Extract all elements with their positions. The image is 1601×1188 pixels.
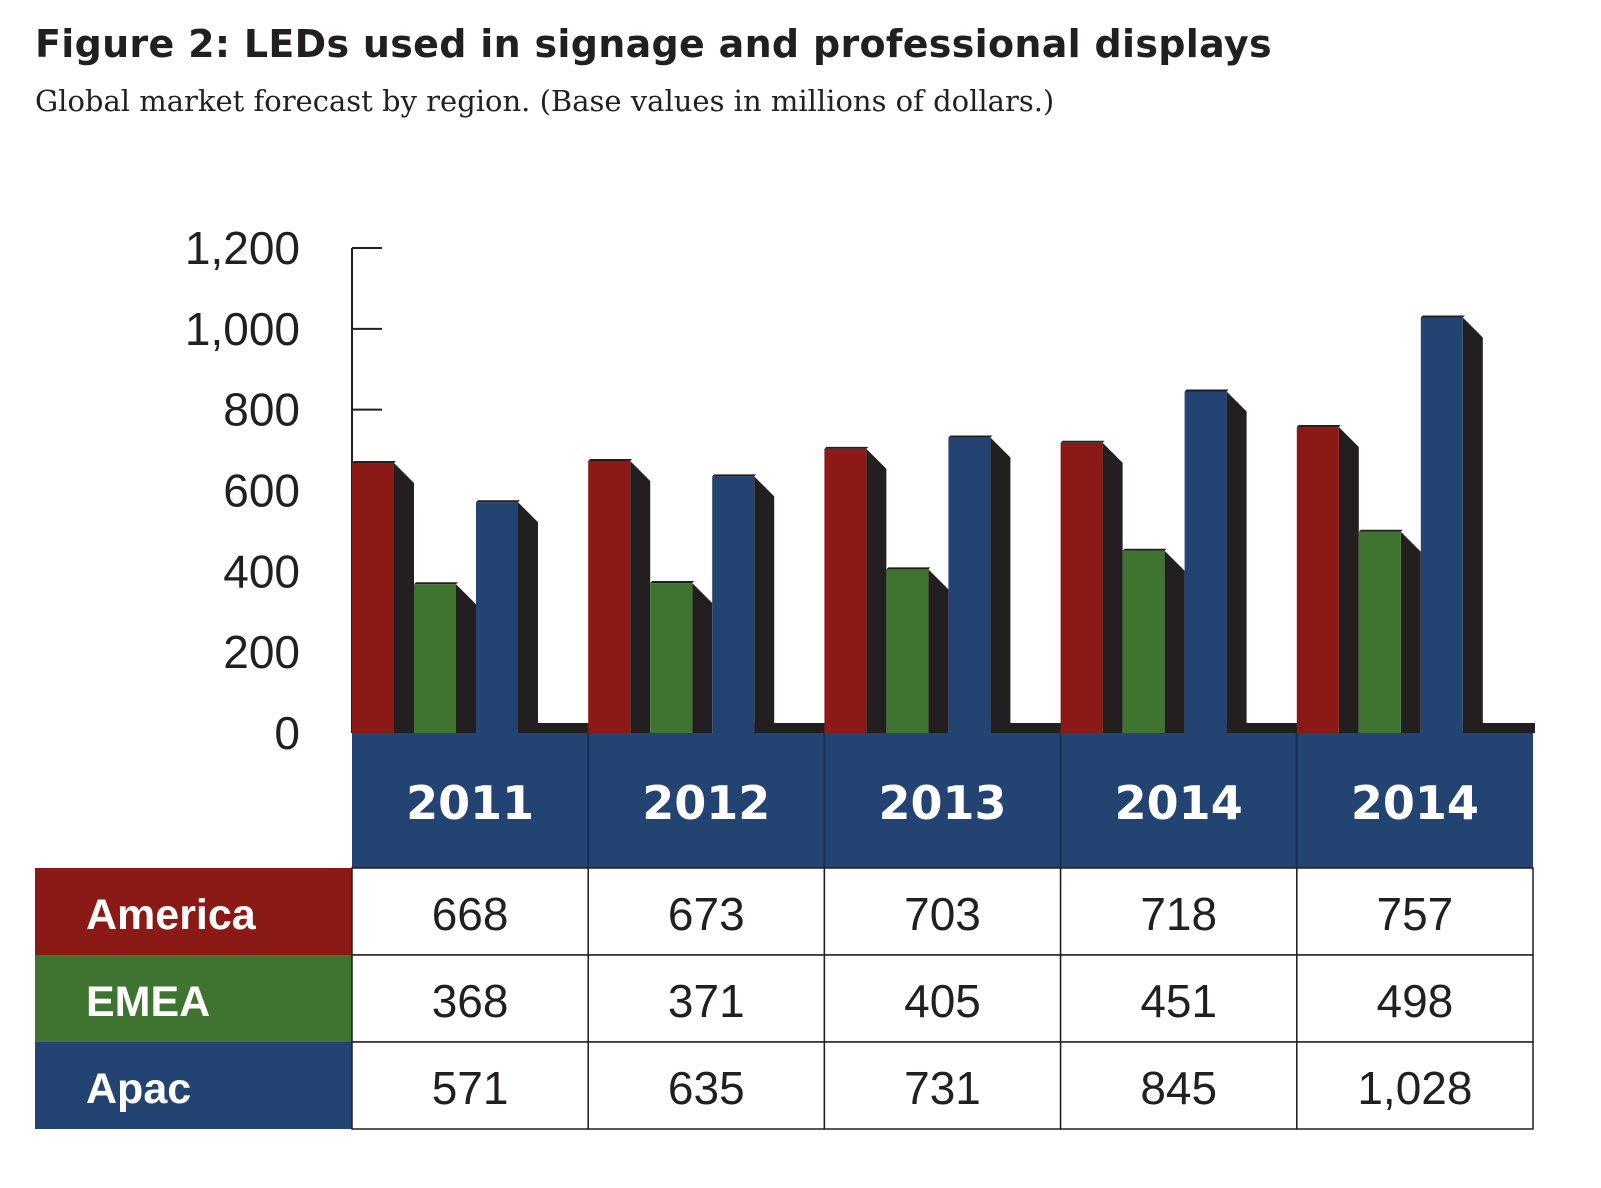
year-label: 2014 [1115,776,1243,830]
data-table: 2011 2012 2013 2014 2014 America 668 673 703 718 7… [35,733,1534,1130]
bar-apac-2014 [1420,315,1483,733]
cell-value: 845 [1140,1062,1217,1114]
chart-subtitle: Global market forecast by region. (Base … [35,84,1055,118]
table-cell [587,954,826,1043]
table-cell [587,867,826,956]
table-cell [1059,1041,1298,1130]
row-label-cell [35,868,352,955]
bar-emea-2011 [414,582,476,733]
row-label-cell [35,955,352,1042]
floor-shadow [990,723,1063,733]
cell-value: 405 [904,975,981,1027]
bar-emea-2012 [650,581,713,733]
bar-america-2012 [588,458,651,733]
bar-america-2014 [1296,425,1359,733]
bar-apac-2012 [712,474,775,733]
table-cell [351,867,589,956]
y-axis: 0 200 400 600 800 1,000 1,200 [185,222,382,759]
bars [352,315,1535,733]
y-tick-label: 1,000 [185,303,300,355]
table-cell [1059,867,1298,956]
row-label: America [86,891,257,939]
cell-value: 668 [432,888,509,940]
cell-value: 571 [432,1062,509,1114]
bar-america-2014 [1060,440,1123,733]
cell-value: 703 [904,888,981,940]
bar-apac-2011 [476,500,538,733]
table-cell [1296,867,1534,956]
floor-shadow [1462,723,1535,733]
table-cell [823,1041,1062,1130]
cell-value: 498 [1377,975,1454,1027]
bar-emea-2014 [1122,548,1185,733]
cell-value: 673 [668,888,745,940]
table-cell [587,1041,826,1130]
cell-value: 718 [1140,888,1217,940]
cell-value: 1,028 [1357,1062,1472,1114]
y-tick-label: 0 [274,707,300,759]
year-label: 2014 [1351,776,1479,830]
bar-emea-2013 [886,567,949,733]
floor-shadow [1226,723,1299,733]
y-tick-label: 1,200 [185,222,300,274]
year-label: 2012 [642,776,770,830]
row-label-cell [35,1042,352,1129]
floor-shadow [754,723,827,733]
row-label: Apac [86,1065,191,1113]
cell-value: 757 [1377,888,1454,940]
bar-america-2011 [352,461,414,733]
chart-title: Figure 2: LEDs used in signage and profe… [35,22,1272,66]
cell-value: 635 [668,1062,745,1114]
bar-apac-2013 [948,435,1011,733]
y-tick-label: 400 [223,545,300,597]
y-tick-label: 200 [223,626,300,678]
cell-value: 731 [904,1062,981,1114]
cell-value: 368 [432,975,509,1027]
table-cell [351,1041,589,1130]
year-label: 2013 [878,776,1006,830]
bar-emea-2014 [1358,529,1421,733]
y-tick-label: 600 [223,465,300,517]
row-label: EMEA [86,978,210,1026]
table-cell [823,954,1062,1043]
table-cell [1296,1041,1534,1130]
year-label: 2011 [406,776,534,830]
bar-america-2013 [824,446,887,733]
cell-value: 451 [1140,975,1217,1027]
cell-value: 371 [668,975,745,1027]
floor-shadow [518,723,591,733]
year-header-row [352,733,1533,868]
bar-apac-2014 [1184,389,1247,733]
y-tick-label: 800 [223,384,300,436]
table-cell [823,867,1062,956]
